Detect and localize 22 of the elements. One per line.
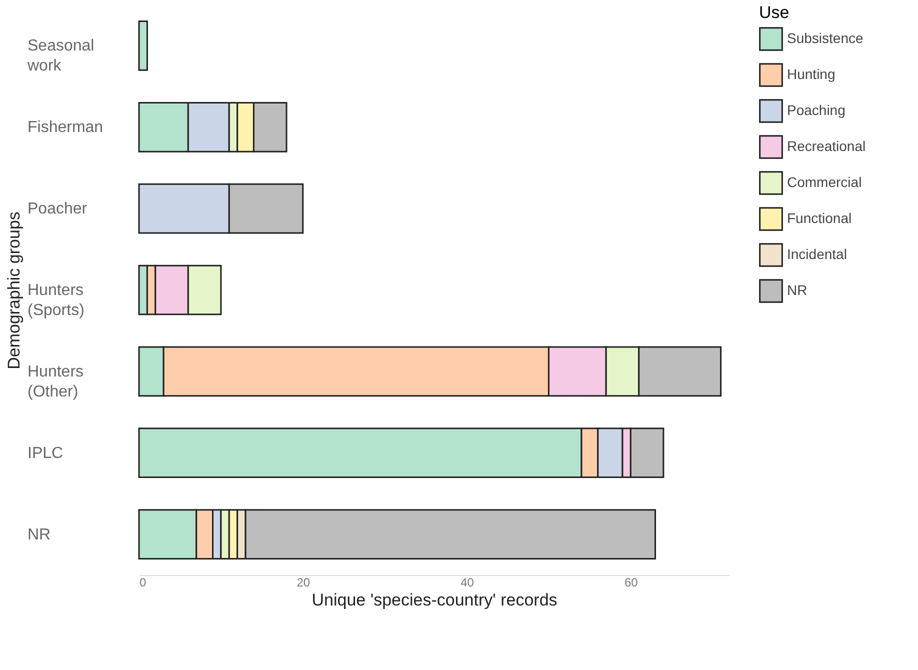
legend-label: Functional: [787, 210, 852, 226]
x-tick-label: 0: [140, 576, 146, 590]
legend-title: Use: [759, 3, 790, 22]
legend-label: Subsistence: [787, 30, 864, 46]
y-axis-title: Demographic groups: [4, 212, 24, 370]
y-tick-label: IPLC: [28, 444, 64, 462]
y-tick-label: Poacher: [28, 200, 88, 218]
y-tick-label: Seasonal work: [26, 38, 94, 75]
x-axis-title: Unique 'species-country' records: [312, 590, 558, 610]
y-tick-label: Hunters (Other): [28, 363, 84, 400]
y-tick-label: Fisherman: [28, 119, 104, 136]
x-tick-label: 60: [624, 576, 638, 590]
legend-label: Commercial: [787, 174, 862, 190]
legend-label: Incidental: [787, 246, 847, 262]
legend-label: Recreational: [787, 138, 866, 154]
x-tick-label: 40: [460, 576, 474, 590]
y-tick-label: Hunters (Sports): [28, 282, 84, 319]
legend-label: NR: [787, 282, 808, 298]
y-tick-label: NR: [28, 526, 51, 544]
legend-label: Poaching: [787, 102, 846, 118]
legend-label: Hunting: [787, 66, 836, 82]
x-tick-label: 20: [296, 576, 310, 590]
